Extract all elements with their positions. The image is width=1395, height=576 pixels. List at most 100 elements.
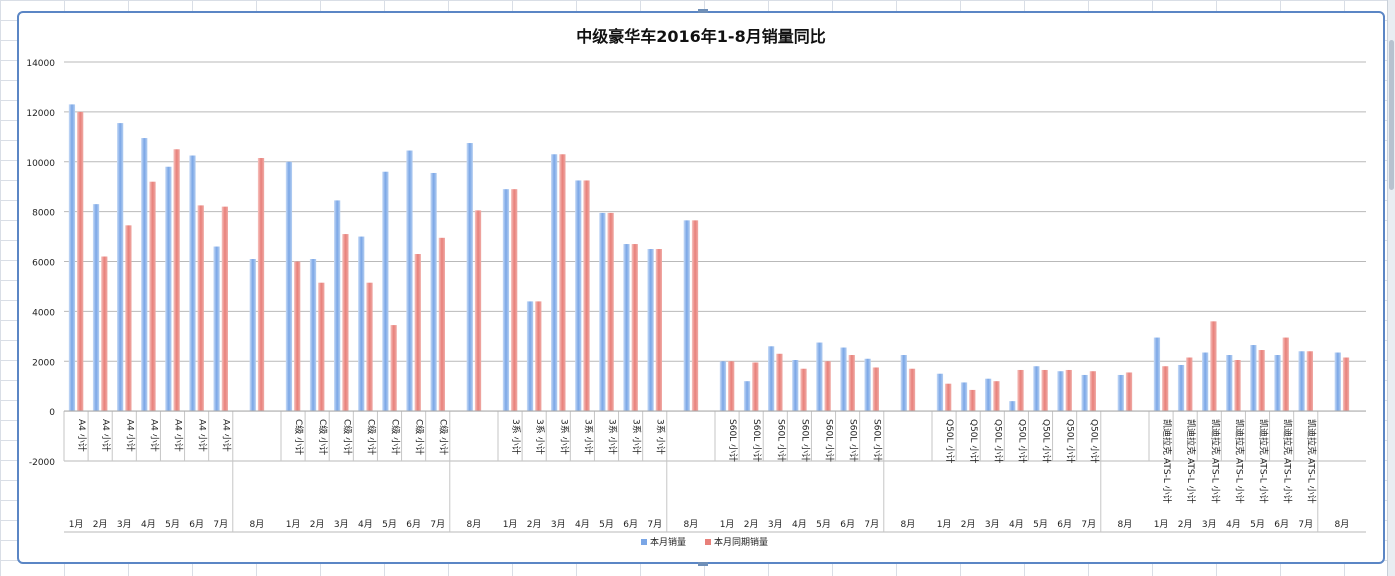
bar-prior-year-month bbox=[221, 206, 228, 411]
bar-current-month bbox=[864, 358, 871, 411]
month-label: 5月 bbox=[599, 519, 614, 530]
model-label: 3系 小计 bbox=[534, 419, 546, 455]
bar-prior-year-month bbox=[1210, 321, 1217, 411]
bar-prior-year-month bbox=[776, 353, 783, 411]
month-label: 6月 bbox=[840, 519, 855, 530]
vertical-scrollbar[interactable] bbox=[1387, 0, 1395, 576]
model-label: 3系 小计 bbox=[607, 419, 619, 455]
bar-prior-year-month bbox=[607, 212, 614, 411]
legend-label-prior: 本月同期销量 bbox=[714, 536, 768, 548]
month-label: 7月 bbox=[430, 519, 445, 530]
bar-prior-year-month bbox=[559, 154, 566, 412]
bar-current-month bbox=[792, 360, 799, 411]
bar-current-month bbox=[309, 259, 317, 411]
bar-prior-year-month bbox=[1041, 369, 1048, 411]
bar-prior-year-month bbox=[1125, 372, 1133, 411]
bar-current-month bbox=[768, 346, 775, 411]
bar-current-month bbox=[575, 180, 582, 411]
bar-current-month bbox=[502, 189, 510, 411]
bar-current-month bbox=[816, 342, 823, 411]
bar-current-month bbox=[165, 166, 172, 411]
bar-prior-year-month bbox=[149, 181, 156, 411]
model-label: 凯迪拉克 ATS-L 小计 bbox=[1258, 419, 1270, 504]
bar-current-month bbox=[936, 373, 944, 411]
bar-prior-year-month bbox=[752, 362, 759, 411]
bar-prior-year-month bbox=[1162, 366, 1169, 411]
bar-chart: 中级豪华车2016年1-8月销量同比 -2000 0 2000 4000 6000 800… bbox=[26, 27, 1366, 548]
model-label: Q50L 小计 bbox=[1041, 419, 1053, 463]
model-label: C级 小计 bbox=[293, 419, 305, 455]
month-label: 3月 bbox=[551, 519, 566, 530]
model-label: A4 小计 bbox=[100, 419, 112, 452]
month-label: 6月 bbox=[623, 519, 638, 530]
bar-prior-year-month bbox=[1017, 369, 1024, 411]
month-label: 2月 bbox=[310, 519, 325, 530]
bar-prior-year-month bbox=[511, 189, 518, 411]
month-label: 1月 bbox=[937, 519, 952, 530]
y-tick-label: 12000 bbox=[26, 109, 55, 119]
month-label: 6月 bbox=[189, 519, 204, 530]
month-label: 8月 bbox=[467, 519, 482, 530]
bar-prior-year-month bbox=[1342, 357, 1350, 411]
month-label: 4月 bbox=[141, 519, 156, 530]
month-label: 8月 bbox=[1118, 519, 1133, 530]
chart-resize-handle-top[interactable] bbox=[698, 9, 708, 13]
bar-current-month bbox=[117, 123, 124, 412]
model-label: Q50L 小计 bbox=[968, 419, 980, 463]
bar-current-month bbox=[900, 355, 907, 411]
bar-prior-year-month bbox=[101, 256, 108, 411]
month-label: 8月 bbox=[684, 519, 699, 530]
y-tick-label: 2000 bbox=[32, 358, 55, 368]
chart-frame[interactable]: 中级豪华车2016年1-8月销量同比 -2000 0 2000 4000 6000 800… bbox=[17, 11, 1385, 564]
month-label: 3月 bbox=[985, 519, 1000, 530]
bar-current-month bbox=[285, 161, 293, 411]
bar-current-month bbox=[683, 220, 690, 411]
bar-prior-year-month bbox=[414, 254, 421, 411]
model-label: C级 小计 bbox=[390, 419, 402, 455]
bar-prior-year-month bbox=[342, 234, 349, 411]
model-label: Q50L 小计 bbox=[1089, 419, 1101, 463]
month-label: 2月 bbox=[961, 519, 976, 530]
month-label: 5月 bbox=[1250, 519, 1265, 530]
model-label: 凯迪拉克 ATS-L 小计 bbox=[1282, 419, 1294, 504]
model-label: S60L 小计 bbox=[824, 419, 836, 462]
bar-prior-year-month bbox=[655, 249, 662, 411]
bar-current-month bbox=[1177, 364, 1185, 411]
month-label: 7月 bbox=[1081, 519, 1096, 530]
model-label: A4 小计 bbox=[197, 419, 209, 452]
bar-prior-year-month bbox=[691, 220, 699, 411]
bar-current-month bbox=[1153, 337, 1161, 411]
bar-prior-year-month bbox=[800, 368, 807, 411]
month-label: 3月 bbox=[768, 519, 783, 530]
bar-current-month bbox=[743, 381, 751, 411]
month-label: 8月 bbox=[250, 519, 265, 530]
y-tick-label: -2000 bbox=[29, 458, 55, 468]
chart-resize-handle-bottom[interactable] bbox=[698, 562, 708, 566]
bar-prior-year-month bbox=[257, 158, 265, 411]
bar-current-month bbox=[68, 104, 76, 412]
bar-prior-year-month bbox=[1234, 360, 1241, 411]
model-label: A4 小计 bbox=[173, 419, 185, 452]
bar-prior-year-month bbox=[125, 225, 132, 411]
month-label: 2月 bbox=[93, 519, 108, 530]
chart-title: 中级豪华车2016年1-8月销量同比 bbox=[576, 27, 825, 46]
bar-prior-year-month bbox=[474, 210, 482, 411]
bar-current-month bbox=[1081, 374, 1088, 411]
model-label: A4 小计 bbox=[124, 419, 136, 452]
bar-current-month bbox=[985, 378, 992, 411]
model-label: Q50L 小计 bbox=[944, 419, 956, 463]
bar-prior-year-month bbox=[1186, 357, 1193, 411]
bar-current-month bbox=[92, 204, 100, 411]
bar-current-month bbox=[1226, 355, 1233, 411]
month-label: 6月 bbox=[406, 519, 421, 530]
model-label: S60L 小计 bbox=[751, 419, 763, 462]
legend-swatch-current bbox=[641, 539, 647, 545]
bar-current-month bbox=[1202, 352, 1209, 411]
month-label: 3月 bbox=[334, 519, 349, 530]
scrollbar-thumb[interactable] bbox=[1389, 40, 1394, 190]
bar-prior-year-month bbox=[1282, 337, 1289, 411]
y-tick-label: 4000 bbox=[32, 308, 55, 318]
bar-current-month bbox=[189, 155, 196, 411]
month-label: 7月 bbox=[647, 519, 662, 530]
month-label: 2月 bbox=[527, 519, 542, 530]
